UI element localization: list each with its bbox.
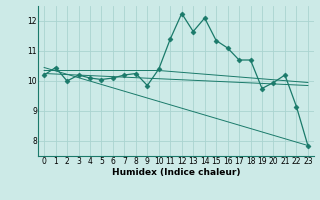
X-axis label: Humidex (Indice chaleur): Humidex (Indice chaleur) xyxy=(112,168,240,177)
